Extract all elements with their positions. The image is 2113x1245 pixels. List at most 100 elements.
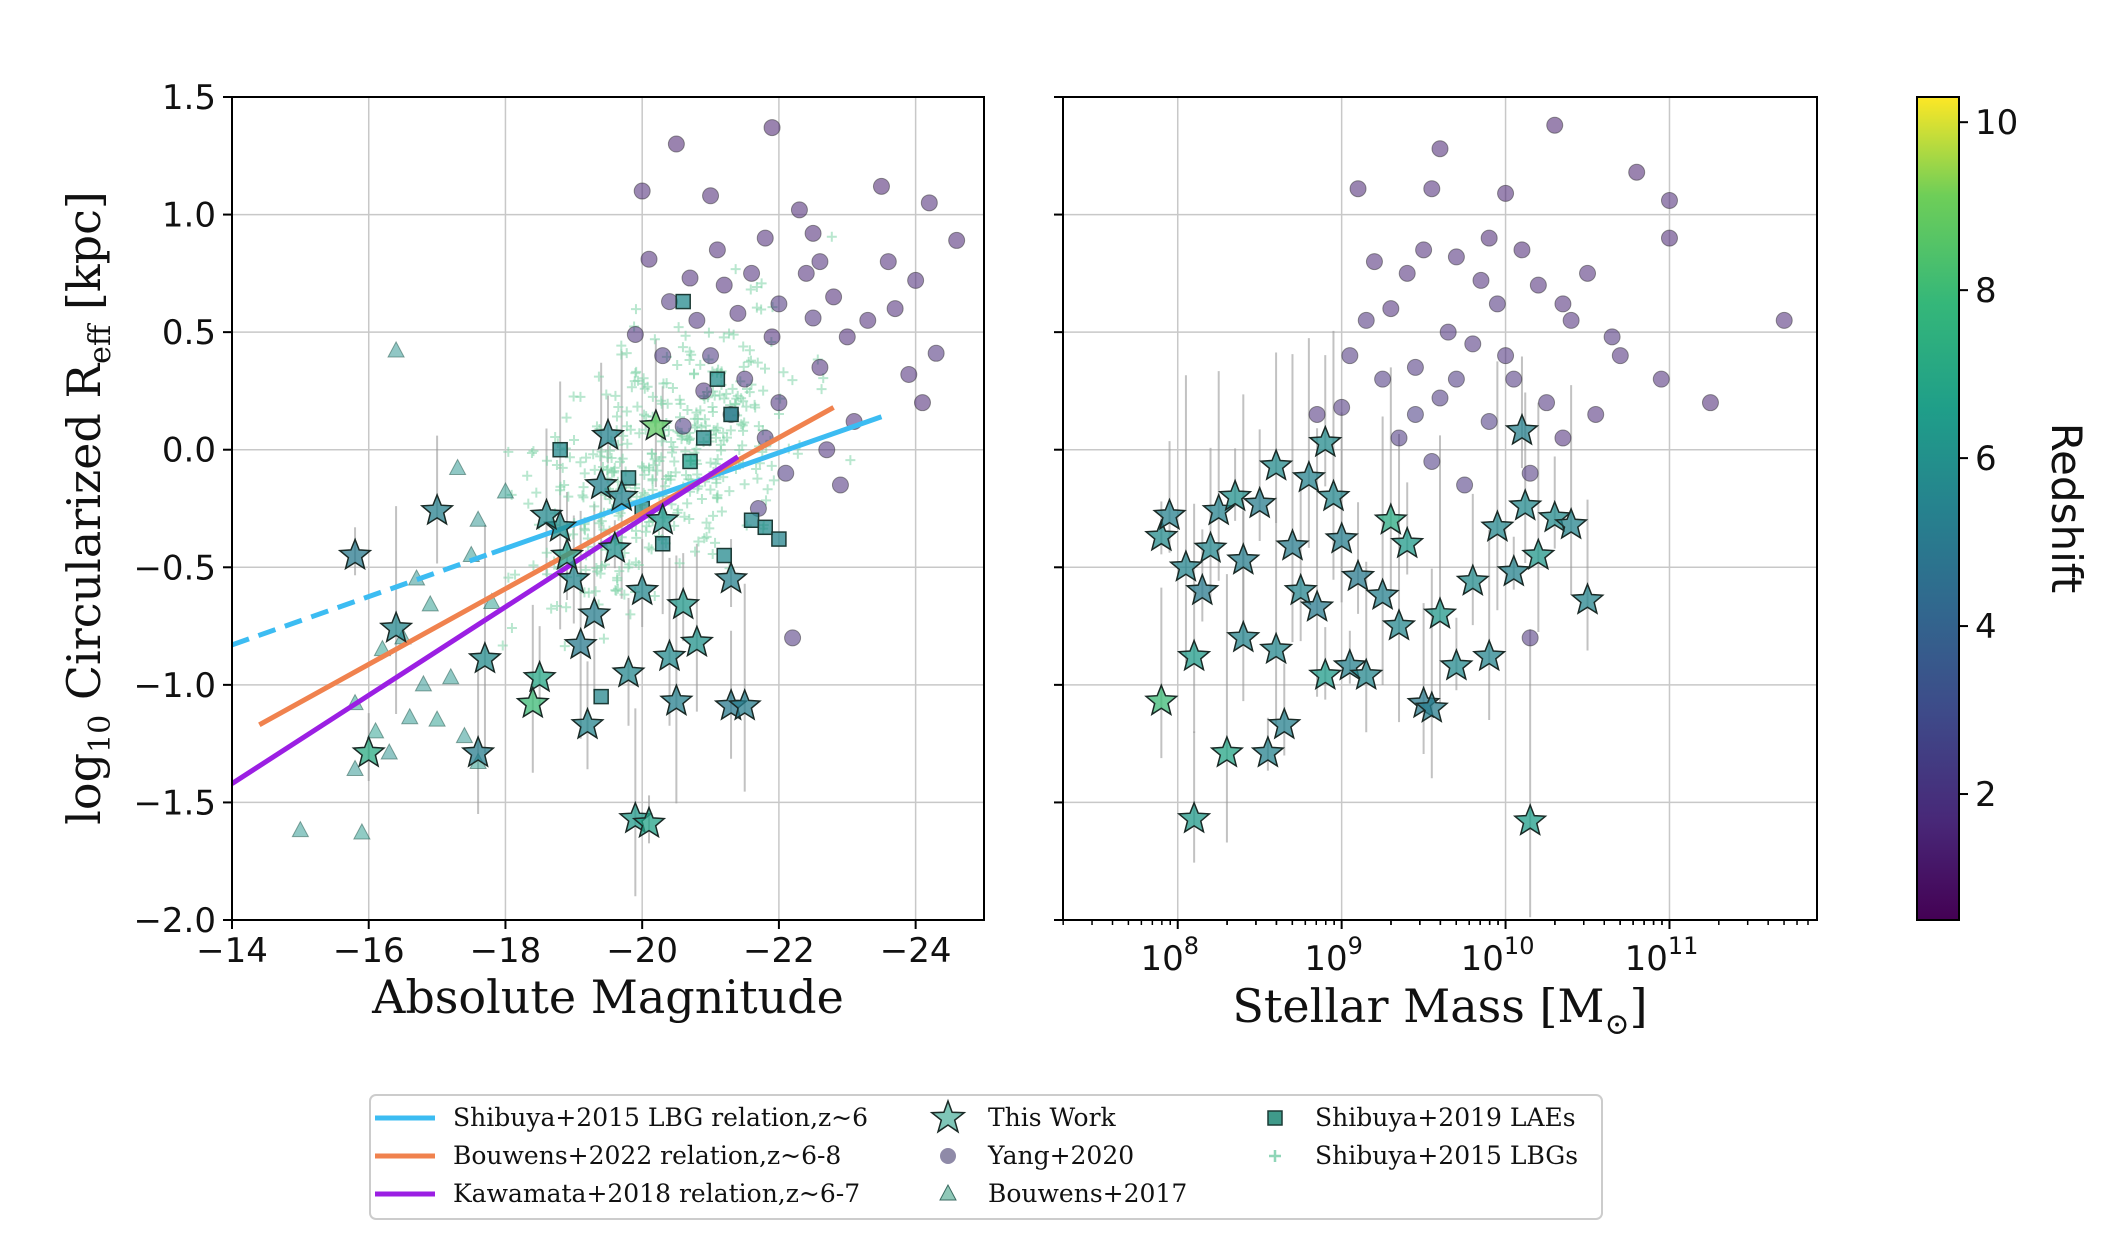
shibuya2015-lbg-point bbox=[691, 420, 702, 431]
yang2020-point bbox=[1480, 229, 1498, 247]
colorbar: 2 4 6 8 10 Redshift bbox=[1916, 96, 2091, 921]
yang2020-points-left bbox=[626, 119, 966, 647]
legend-label: This Work bbox=[988, 1103, 1117, 1132]
bouwens2017-point bbox=[455, 726, 474, 744]
this-work-point bbox=[1390, 525, 1425, 559]
yang2020-point bbox=[708, 241, 726, 259]
yang2020-point bbox=[825, 288, 843, 306]
colorbar-tick-label: 4 bbox=[1975, 607, 1997, 647]
yang2020-point bbox=[770, 295, 788, 313]
colorbar-label: Redshift bbox=[2042, 423, 2091, 593]
shibuya2019-lae-points bbox=[552, 293, 787, 705]
x-tick-label: 1011 bbox=[1625, 932, 1699, 979]
this-work-point bbox=[1299, 589, 1335, 622]
shibuya2015-lbg-point bbox=[741, 401, 752, 412]
shibuya2015-lbg-point bbox=[663, 425, 674, 436]
this-work-point bbox=[1521, 537, 1556, 571]
this-work-point bbox=[1332, 647, 1368, 681]
shibuya2015-lbg-point bbox=[632, 401, 643, 412]
shibuya2015-lbg-point bbox=[752, 357, 763, 368]
shibuya2015-lbg-point bbox=[618, 430, 629, 441]
shibuya2015-lbg-point bbox=[503, 446, 514, 457]
colorbar-tick-label: 10 bbox=[1975, 103, 2018, 143]
this-work-point bbox=[1439, 647, 1474, 681]
shibuya2015-lbg-point bbox=[559, 480, 570, 491]
this-work-point bbox=[1209, 734, 1245, 768]
x-tick-label: −16 bbox=[333, 931, 405, 971]
shibuya2015-lbg-point bbox=[674, 558, 685, 569]
yang2020-point bbox=[948, 231, 966, 249]
yang2020-point bbox=[1480, 412, 1498, 430]
shibuya2015-lbg-point bbox=[577, 490, 588, 501]
yang2020-point bbox=[1562, 311, 1580, 329]
yang2020-point bbox=[1579, 264, 1597, 282]
shibuya2015-lbg-point bbox=[656, 452, 667, 463]
yang2020-point bbox=[1447, 370, 1465, 388]
shibuya2015-lbg-point bbox=[647, 474, 658, 485]
this-work-point bbox=[1553, 506, 1589, 540]
shibuya2015-lbg-point bbox=[503, 572, 514, 583]
yang2020-point bbox=[1775, 311, 1793, 329]
this-work-point bbox=[1340, 558, 1376, 592]
this-work-point bbox=[1308, 424, 1343, 458]
this-work-point bbox=[1226, 619, 1261, 653]
yang2020-point bbox=[1521, 629, 1539, 647]
yang2020-point bbox=[640, 250, 658, 268]
bouwens2017-point bbox=[428, 710, 446, 727]
shibuya2015-lbg-point bbox=[684, 346, 695, 357]
shibuya2015-lbg-point bbox=[611, 411, 622, 422]
legend-item: Yang+2020 bbox=[940, 1141, 1134, 1170]
shibuya2015-lbg-point bbox=[691, 407, 702, 418]
this-work-point bbox=[590, 417, 626, 451]
yang2020-point bbox=[667, 135, 685, 153]
this-work-point bbox=[631, 805, 667, 839]
this-work-point bbox=[638, 408, 674, 441]
bouwens2017-point bbox=[441, 667, 460, 685]
shibuya2015-lbg-point bbox=[744, 345, 755, 356]
this-work-point bbox=[1455, 563, 1490, 596]
yang2020-point bbox=[1431, 389, 1449, 407]
shibuya2015-lbg-point bbox=[588, 449, 599, 460]
yang2020-point bbox=[1554, 295, 1572, 313]
shibuya2015-lbg-point bbox=[621, 421, 632, 432]
this-work-point bbox=[1267, 706, 1302, 740]
shibuya2015-lbg-point bbox=[684, 354, 695, 365]
this-work-point bbox=[1258, 448, 1294, 481]
shibuya2015-lbg-point bbox=[738, 341, 749, 352]
shibuya2015-lbg-point bbox=[658, 378, 669, 389]
yang2020-point bbox=[790, 201, 808, 219]
this-work-point bbox=[1480, 509, 1515, 542]
yang2020-point bbox=[797, 264, 815, 282]
legend-swatch-star bbox=[929, 1098, 967, 1134]
y-tick-label: −1.5 bbox=[133, 783, 216, 823]
yang2020-point bbox=[879, 253, 897, 271]
shibuya2015-lbg-point bbox=[541, 547, 552, 558]
shibuya2015-lbg-point bbox=[641, 411, 652, 422]
shibuya2015-lbg-point bbox=[710, 537, 721, 548]
shibuya2015-lbg-point bbox=[523, 498, 534, 509]
yang2020-point bbox=[1701, 394, 1719, 412]
x-tick-label: 109 bbox=[1304, 932, 1363, 979]
this-work-point bbox=[1152, 497, 1187, 531]
yang2020-point bbox=[818, 441, 836, 459]
y-tick-label: 0.5 bbox=[162, 313, 216, 353]
yang2020-point bbox=[1333, 398, 1351, 416]
shibuya2015-lbg-point bbox=[705, 457, 716, 468]
yang2020-point bbox=[1382, 300, 1400, 318]
yang2020-point bbox=[756, 229, 774, 247]
shibuya2019-lae-point bbox=[654, 536, 671, 552]
legend-label: Bouwens+2022 relation,z~6-8 bbox=[453, 1141, 841, 1170]
yang2020-point bbox=[811, 358, 829, 376]
shibuya2015-lbg-point bbox=[555, 485, 566, 496]
shibuya2015-lbg-point bbox=[522, 470, 533, 481]
legend: Shibuya+2015 LBG relation,z~6 Bouwens+202… bbox=[369, 1094, 1603, 1220]
shibuya2015-lbg-point bbox=[679, 511, 690, 522]
yang2020-point bbox=[702, 347, 720, 365]
shibuya2015-lbg-point bbox=[749, 399, 760, 410]
shibuya2019-lae-point bbox=[743, 512, 760, 529]
shibuya2015-lbg-point bbox=[745, 284, 756, 295]
shibuya2015-lbg-point bbox=[724, 486, 735, 497]
shibuya2015-lbg-point bbox=[667, 447, 678, 458]
shibuya2015-lbg-point bbox=[682, 434, 693, 445]
shibuya2015-lbg-point bbox=[666, 437, 677, 448]
